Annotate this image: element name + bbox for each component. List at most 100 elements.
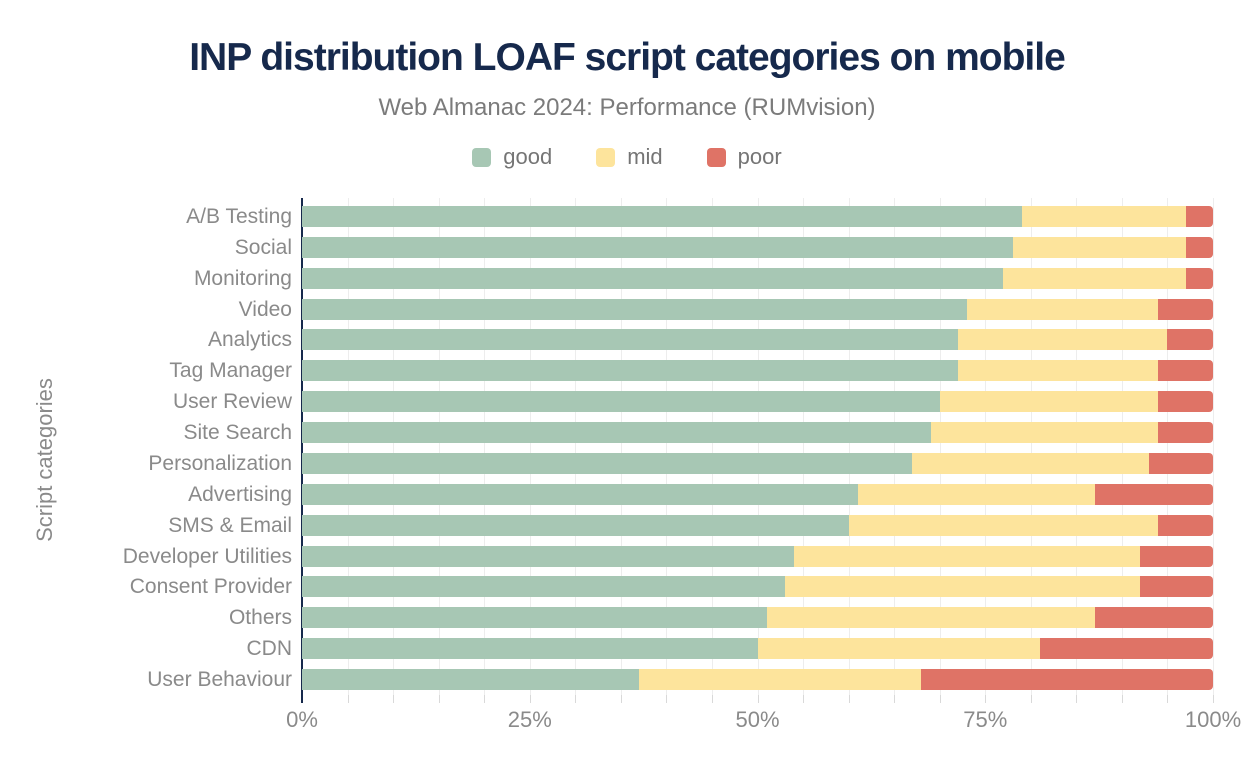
category-label: Monitoring <box>193 266 292 290</box>
category-label: Analytics <box>207 328 292 352</box>
axis-tick <box>985 695 987 703</box>
gridline <box>438 198 440 695</box>
axis-tick <box>1213 695 1214 703</box>
bar-segment-mid <box>957 329 1168 351</box>
x-tick-label: 75% <box>963 707 1008 732</box>
bar-segment-poor <box>1158 391 1213 413</box>
bar-row <box>302 576 1213 598</box>
bar-row <box>302 638 1213 660</box>
bar-segment-mid <box>848 514 1159 536</box>
axis-tick <box>803 695 805 703</box>
gridline <box>1076 198 1078 695</box>
category-label: Personalization <box>148 451 292 475</box>
bar-row <box>302 669 1213 691</box>
gridline <box>1030 198 1032 695</box>
gridline <box>393 198 395 695</box>
x-tick-label: 0% <box>286 707 318 732</box>
axis-tick <box>939 695 941 703</box>
gridline <box>894 198 896 695</box>
bar-segment-good <box>302 576 785 598</box>
category-label: A/B Testing <box>186 204 292 228</box>
gridline <box>575 198 577 695</box>
plot-area <box>301 198 1214 703</box>
bar-row <box>302 607 1213 629</box>
chart-title: INP distribution LOAF script categories … <box>189 36 1066 79</box>
bar-segment-poor <box>1140 545 1213 567</box>
category-label: Video <box>238 297 292 321</box>
axis-tick <box>529 695 531 703</box>
bar-segment-good <box>302 329 958 351</box>
axis-tick <box>393 695 395 703</box>
category-label: Consent Provider <box>129 575 292 599</box>
bar-segment-poor <box>1158 514 1213 536</box>
legend-swatch-poor <box>706 147 726 167</box>
legend-label-poor: poor <box>737 144 782 169</box>
bar-segment-good <box>302 422 931 444</box>
bar-segment-good <box>302 483 858 505</box>
axis-tick <box>711 695 713 703</box>
bar-segment-poor <box>1185 236 1213 258</box>
bar-segment-poor <box>1039 638 1213 660</box>
bar-row <box>302 391 1213 413</box>
axis-tick <box>1030 695 1032 703</box>
gridline <box>711 198 713 695</box>
category-label: Others <box>228 606 292 630</box>
gridline <box>757 198 759 695</box>
axis-tick <box>848 695 850 703</box>
bar-segment-mid <box>1003 267 1186 289</box>
bar-segment-good <box>302 391 940 413</box>
gridline <box>1167 198 1169 695</box>
y-axis-line <box>301 198 303 703</box>
legend-item-poor: poor <box>706 144 782 170</box>
bar-segment-good <box>302 669 640 691</box>
chart-area: Script categories A/B Testing Social Monit… <box>0 198 1254 758</box>
legend-label-mid: mid <box>627 144 663 169</box>
x-tick-label: 50% <box>735 707 780 732</box>
bar-segment-good <box>302 452 913 474</box>
bar-segment-poor <box>1094 483 1213 505</box>
gridline <box>848 198 850 695</box>
bar-row <box>302 298 1213 320</box>
bar-segment-poor <box>1158 298 1213 320</box>
bar-segment-good <box>302 298 968 320</box>
gridline <box>620 198 622 695</box>
bar-segment-good <box>302 267 1004 289</box>
bar-row <box>302 422 1213 444</box>
gridline <box>1121 198 1123 695</box>
bar-segment-good <box>302 236 1013 258</box>
category-label: Site Search <box>183 421 292 445</box>
category-label: Advertising <box>188 482 292 506</box>
axis-tick <box>894 695 896 703</box>
x-tick-label: 25% <box>507 707 552 732</box>
bar-segment-mid <box>757 638 1040 660</box>
bar-segment-mid <box>784 576 1141 598</box>
gridline <box>803 198 805 695</box>
bar-row <box>302 205 1213 227</box>
bar-segment-poor <box>1140 576 1213 598</box>
category-label: Tag Manager <box>169 359 292 383</box>
axis-tick <box>347 695 349 703</box>
legend-swatch-good <box>472 147 492 167</box>
gridline <box>484 198 486 695</box>
bar-segment-good <box>302 607 767 629</box>
gridline <box>666 198 668 695</box>
gridline <box>347 198 349 695</box>
bar-segment-mid <box>793 545 1141 567</box>
bar-segment-mid <box>1012 236 1186 258</box>
bar-segment-mid <box>857 483 1095 505</box>
bar-row <box>302 545 1213 567</box>
bar-segment-mid <box>939 391 1159 413</box>
bar-segment-poor <box>1185 267 1213 289</box>
gridline <box>529 198 531 695</box>
gridline <box>939 198 941 695</box>
legend-item-mid: mid <box>596 144 663 170</box>
axis-tick <box>666 695 668 703</box>
axis-tick <box>1167 695 1169 703</box>
bar-row <box>302 360 1213 382</box>
legend-swatch-mid <box>596 147 616 167</box>
x-axis: 0% 25% 50% 75% 100% <box>286 703 1241 735</box>
category-label: CDN <box>246 637 293 661</box>
axis-tick <box>1121 695 1123 703</box>
legend: good mid poor <box>0 144 1254 170</box>
